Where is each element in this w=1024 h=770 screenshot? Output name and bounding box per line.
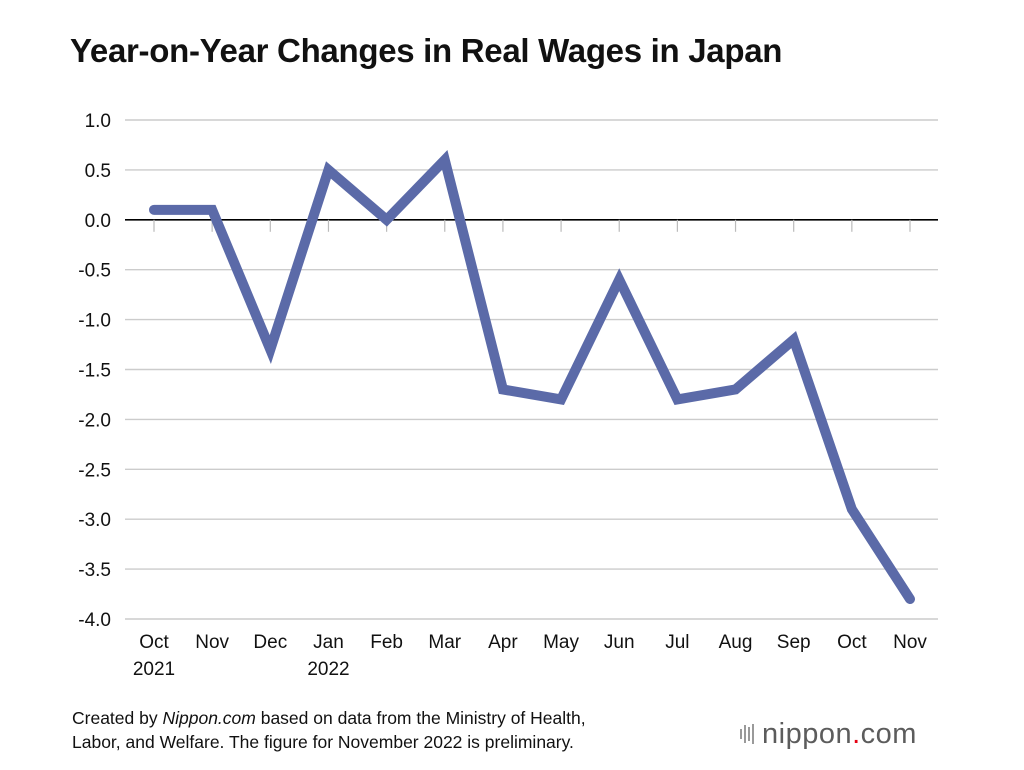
data-point [556, 394, 566, 404]
x-tick-label: Jan [313, 632, 344, 653]
data-point [149, 205, 159, 215]
data-point [207, 205, 217, 215]
chart-title: Year-on-Year Changes in Real Wages in Ja… [70, 32, 783, 69]
data-point [847, 504, 857, 514]
logo-wordmark: nippon.com [762, 717, 917, 750]
y-tick-label: -1.5 [78, 361, 111, 382]
y-axis-tick-labels: 1.0 0.5 0.0 -0.5 -1.0 -1.5 -2.0 -2.5 -3.0 -3.5 -4.… [78, 111, 111, 631]
y-tick-label: -1.0 [78, 311, 111, 332]
data-point [265, 345, 275, 355]
y-tick-label: -3.0 [78, 510, 111, 531]
data-point [498, 384, 508, 394]
y-tick-label: -2.5 [78, 460, 111, 481]
data-point [323, 165, 333, 175]
x-tick-label: Dec [253, 632, 287, 653]
x-tick-label: Mar [428, 632, 461, 653]
nippon-logo: nippon.com [740, 717, 917, 751]
x-tick-label: Feb [370, 632, 403, 653]
y-tick-label: -2.0 [78, 410, 111, 431]
data-point [731, 384, 741, 394]
grid-lines [125, 119, 938, 620]
y-tick-label: 1.0 [85, 111, 111, 132]
source-prefix: Created by [72, 708, 163, 728]
x-tick-label: Sep [777, 632, 811, 653]
source-note: Created by Nippon.com based on data from… [72, 706, 586, 754]
source-note-line-2: Labor, and Welfare. The figure for Novem… [72, 732, 574, 752]
x-tick-year-label: 2022 [307, 659, 349, 680]
data-point [672, 394, 682, 404]
data-point [614, 275, 624, 285]
y-tick-label: 0.5 [85, 161, 111, 182]
x-axis-tick-labels: Oct 2021 Nov Dec Jan 2022 Feb Mar Apr May Jun Jul Au… [133, 632, 928, 680]
x-tick-label: Aug [719, 632, 753, 653]
series-line [149, 150, 915, 605]
y-tick-label: -3.5 [78, 560, 111, 581]
x-tick-label: Jul [665, 632, 689, 653]
x-tick-label: Oct [837, 632, 867, 653]
x-tick-label: Oct [139, 632, 169, 653]
x-tick-label: Nov [893, 632, 927, 653]
source-note-line-1: Created by Nippon.com based on data from… [72, 706, 586, 730]
y-tick-label: -4.0 [78, 610, 111, 631]
logo-bars-icon [740, 724, 754, 744]
data-point [905, 594, 915, 604]
line-chart: 1.0 0.5 0.0 -0.5 -1.0 -1.5 -2.0 -2.5 -3.0 -3.5 -4.… [78, 111, 938, 680]
source-name: Nippon.com [162, 708, 256, 728]
x-tick-label: Nov [195, 632, 229, 653]
series-layer [149, 150, 915, 605]
x-tick-year-label: 2021 [133, 659, 175, 680]
data-point [789, 335, 799, 345]
y-tick-label: 0.0 [85, 211, 111, 232]
source-line-1-rest: based on data from the Ministry of Healt… [255, 708, 586, 728]
x-tick-label: Apr [488, 632, 518, 653]
x-tick-label: May [543, 632, 579, 653]
data-point [440, 155, 450, 165]
data-point [382, 215, 392, 225]
y-tick-label: -0.5 [78, 261, 111, 282]
x-tick-label: Jun [604, 632, 635, 653]
